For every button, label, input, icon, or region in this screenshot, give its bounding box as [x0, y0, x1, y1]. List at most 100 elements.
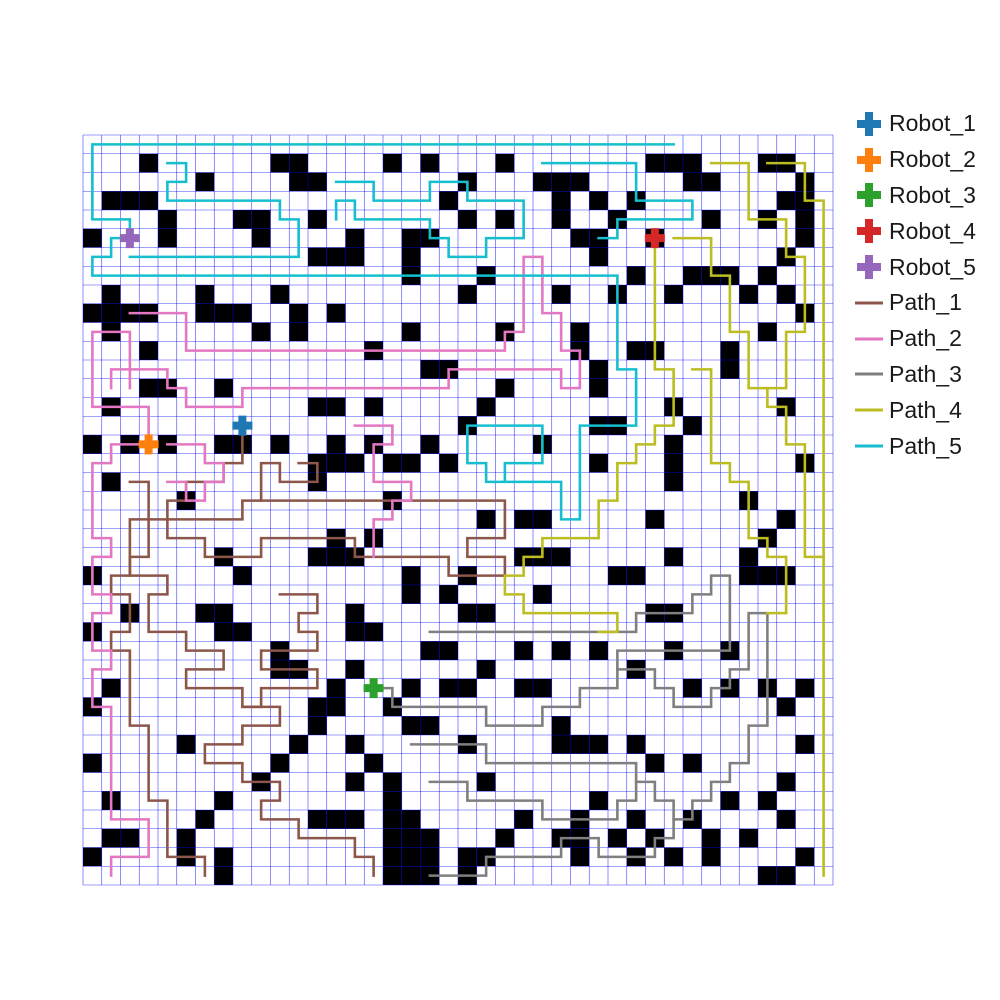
obstacle-cell — [326, 397, 346, 417]
line-swatch-icon — [852, 324, 886, 354]
obstacle-cell — [701, 847, 721, 867]
obstacle-cell — [251, 228, 271, 248]
path-line — [334, 180, 525, 259]
legend-label: Path_3 — [889, 360, 962, 387]
obstacle-cell — [195, 810, 215, 829]
obstacle-cell — [495, 828, 515, 848]
obstacle-cell — [589, 191, 608, 210]
legend-label: Path_4 — [889, 396, 962, 423]
obstacle-cell — [345, 228, 365, 248]
obstacle-cell — [795, 847, 815, 867]
obstacle-cell — [458, 847, 477, 867]
obstacle-cell — [720, 341, 740, 360]
legend-item: Path_3 — [852, 357, 976, 393]
path-line — [409, 743, 675, 821]
obstacle-cell — [570, 228, 590, 248]
obstacle-cell — [439, 641, 458, 660]
obstacle-cell — [739, 828, 758, 848]
robot-marker — [119, 228, 140, 249]
obstacle-cell — [458, 285, 477, 304]
plus-marker-icon — [852, 252, 886, 282]
obstacle-cell — [701, 210, 721, 229]
legend-label: Robot_4 — [889, 217, 976, 244]
path-line — [241, 593, 319, 709]
obstacle-cell — [326, 547, 346, 567]
obstacle-cell — [645, 753, 665, 773]
obstacle-cell — [420, 360, 440, 379]
obstacle-cell — [776, 510, 796, 529]
obstacle-cell — [739, 547, 758, 567]
obstacle-cell — [776, 810, 796, 829]
obstacle-cell — [233, 622, 252, 642]
obstacle-cell — [289, 322, 308, 342]
obstacle-cell — [214, 791, 233, 810]
obstacle-cell — [420, 435, 440, 454]
obstacle-cell — [401, 810, 421, 829]
obstacle-cell — [120, 828, 140, 848]
obstacle-cell — [214, 303, 233, 323]
obstacle-cell — [589, 641, 608, 660]
obstacle-cell — [326, 453, 346, 473]
obstacle-cell — [570, 322, 590, 342]
obstacle-cell — [345, 247, 365, 267]
obstacle-cell — [308, 697, 327, 717]
path-line — [166, 443, 225, 502]
obstacle-cell — [664, 847, 683, 867]
obstacle-cell — [270, 435, 290, 454]
obstacle-cell — [289, 153, 308, 173]
legend-item: Path_5 — [852, 428, 976, 464]
legend-item: Path_2 — [852, 321, 976, 357]
obstacle-cell — [364, 753, 383, 773]
obstacle-cell — [308, 810, 327, 829]
obstacle-cell — [776, 285, 796, 304]
legend-item: Robot_2 — [852, 142, 976, 178]
obstacle-cell — [664, 472, 683, 492]
obstacle-cell — [345, 603, 365, 623]
obstacle-cell — [626, 341, 646, 360]
obstacle-cell — [308, 716, 327, 735]
obstacle-cell — [383, 828, 402, 848]
obstacle-cell — [101, 191, 121, 210]
obstacle-cell — [345, 735, 365, 754]
obstacle-cell — [533, 510, 552, 529]
obstacle-cell — [739, 566, 758, 585]
obstacle-cell — [683, 153, 702, 173]
obstacle-cell — [439, 191, 458, 210]
obstacle-cell — [401, 453, 421, 473]
obstacle-cell — [589, 360, 608, 379]
obstacle-cell — [233, 210, 252, 229]
obstacle-cell — [551, 172, 571, 192]
legend: Robot_1 Robot_2 Robot_3 Robot_4 Robot_5 Path_… — [852, 106, 976, 464]
obstacle-cell — [626, 266, 646, 285]
obstacle-cell — [420, 716, 440, 735]
obstacle-cell — [214, 378, 233, 398]
legend-label: Robot_3 — [889, 181, 976, 208]
path-line — [128, 161, 300, 259]
path-line — [541, 161, 694, 240]
obstacle-cell — [83, 435, 102, 454]
obstacle-cell — [401, 247, 421, 267]
obstacle-cell — [626, 735, 646, 754]
legend-label: Robot_1 — [889, 110, 976, 137]
obstacle-cell — [83, 303, 102, 323]
obstacle-cell — [420, 847, 440, 867]
obstacle-cell — [626, 566, 646, 585]
obstacle-cell — [720, 360, 740, 379]
obstacle-cell — [345, 453, 365, 473]
obstacle-cell — [364, 397, 383, 417]
obstacle-cell — [664, 435, 683, 454]
obstacle-cell — [720, 791, 740, 810]
obstacle-cell — [683, 266, 702, 285]
obstacle-cell — [514, 510, 533, 529]
path-line — [691, 368, 788, 615]
plus-marker-icon — [852, 145, 886, 175]
obstacle-cell — [758, 266, 777, 285]
obstacle-cell — [289, 172, 308, 192]
obstacle-cell — [551, 285, 571, 304]
obstacle-cell — [776, 866, 796, 885]
obstacle-cell — [758, 322, 777, 342]
obstacle-cell — [551, 191, 571, 210]
obstacle-cell — [345, 772, 365, 792]
obstacle-cell — [214, 847, 233, 867]
obstacle-cell — [514, 641, 533, 660]
